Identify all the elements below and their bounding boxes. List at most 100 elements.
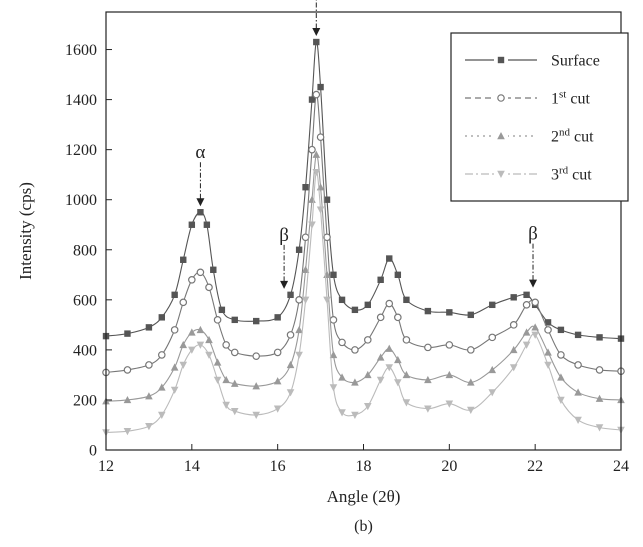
- x-tick-label: 22: [527, 458, 543, 475]
- data-point: [123, 395, 132, 404]
- legend-item: 2nd cut: [465, 127, 594, 146]
- x-tick-label: 20: [441, 458, 457, 475]
- data-point: [317, 83, 324, 91]
- data-point: [197, 209, 204, 216]
- data-point: [145, 361, 153, 369]
- data-point: [424, 375, 432, 384]
- y-tick-label: 600: [73, 292, 97, 309]
- y-tick-label: 1600: [65, 42, 97, 59]
- arrow-head-icon: [529, 279, 538, 288]
- legend: Surface 1st cut 2nd cut 3rd cut: [450, 32, 629, 202]
- legend-marker: [497, 56, 505, 64]
- data-point: [145, 324, 153, 331]
- axes: 12 14 16 18 20 22 24 0 200 400 600 800 1000 1200 1400 1…: [65, 42, 629, 475]
- data-point: [323, 196, 331, 203]
- y-tick-label: 200: [73, 392, 97, 409]
- data-point: [273, 348, 282, 357]
- data-point: [157, 383, 166, 391]
- x-tick-label: 18: [356, 458, 372, 475]
- data-point: [557, 373, 565, 381]
- data-point: [403, 296, 410, 304]
- data-point: [252, 352, 261, 360]
- data-point: [170, 326, 179, 334]
- data-point: [123, 428, 132, 436]
- data-point: [329, 384, 338, 392]
- data-point: [205, 351, 213, 359]
- data-point: [308, 195, 316, 203]
- data-point: [385, 299, 394, 308]
- data-point: [596, 334, 603, 341]
- data-point: [124, 330, 131, 337]
- data-point: [351, 378, 359, 386]
- data-point: [230, 408, 239, 416]
- data-point: [171, 291, 178, 299]
- data-point: [364, 301, 371, 309]
- data-point: [316, 206, 325, 214]
- data-point: [402, 399, 411, 407]
- data-point: [488, 365, 497, 374]
- data-point: [424, 343, 432, 352]
- x-tick-label: 16: [270, 458, 286, 475]
- data-point: [445, 370, 454, 379]
- data-point: [286, 360, 295, 369]
- data-point: [466, 406, 475, 414]
- x-tick-label: 14: [184, 458, 200, 475]
- data-point: [252, 382, 261, 390]
- data-point: [338, 338, 346, 347]
- data-point: [179, 340, 188, 349]
- data-point: [295, 296, 303, 304]
- panel-label: (b): [354, 518, 373, 535]
- data-point: [274, 314, 281, 321]
- data-point: [595, 366, 604, 374]
- legend-label: 2nd cut: [551, 127, 594, 146]
- y-tick-label: 800: [73, 242, 97, 259]
- series-3: [102, 150, 625, 405]
- data-point: [363, 370, 372, 379]
- data-point: [253, 317, 260, 325]
- data-point: [445, 341, 454, 349]
- data-point: [196, 268, 205, 277]
- data-point: [445, 400, 454, 408]
- data-point: [145, 423, 153, 431]
- data-point: [509, 345, 518, 354]
- data-point: [424, 405, 432, 413]
- data-point: [213, 358, 222, 366]
- data-point: [363, 403, 372, 411]
- legend-marker: [497, 170, 505, 178]
- data-point: [308, 145, 316, 154]
- data-point: [531, 323, 539, 331]
- data-point: [316, 133, 325, 141]
- data-point: [213, 316, 222, 324]
- data-point: [179, 361, 188, 369]
- data-point: [180, 256, 187, 263]
- data-point: [509, 364, 518, 372]
- data-point: [252, 411, 261, 419]
- peak-annotation: α: [312, 0, 321, 37]
- data-point: [196, 325, 205, 334]
- legend-item: 3rd cut: [465, 165, 592, 184]
- data-point: [574, 416, 582, 424]
- data-point: [230, 348, 239, 357]
- data-point: [218, 306, 226, 314]
- legend-label: 1st cut: [551, 89, 590, 108]
- data-point: [213, 376, 222, 384]
- data-point: [595, 424, 604, 432]
- data-point: [230, 379, 239, 387]
- data-point: [308, 221, 316, 229]
- data-point: [363, 336, 372, 344]
- data-point: [544, 348, 552, 356]
- data-point: [188, 346, 196, 354]
- data-point: [531, 331, 539, 339]
- y-tick-label: 1400: [65, 92, 97, 109]
- annotation-label: α: [195, 142, 205, 163]
- data-point: [385, 364, 394, 372]
- data-point: [170, 386, 179, 394]
- data-point: [286, 389, 295, 397]
- x-tick-label: 12: [98, 458, 114, 475]
- data-point: [376, 376, 385, 384]
- data-point: [222, 401, 230, 409]
- legend-box: [450, 32, 629, 202]
- x-tick-label: 24: [613, 458, 629, 475]
- data-point: [222, 375, 230, 384]
- data-point: [424, 307, 432, 315]
